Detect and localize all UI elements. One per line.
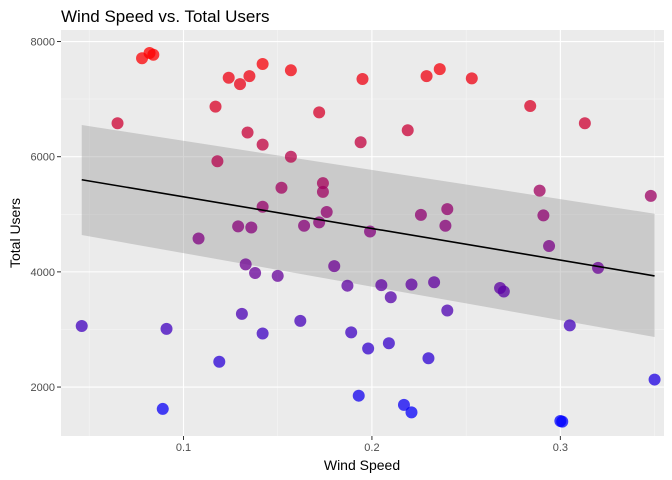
data-point	[211, 155, 224, 168]
data-point	[578, 117, 591, 130]
data-point	[439, 219, 452, 232]
data-point	[356, 72, 369, 85]
data-point	[249, 267, 262, 280]
data-point	[414, 208, 427, 221]
data-point	[192, 232, 205, 245]
data-point	[428, 276, 441, 289]
data-point	[543, 239, 556, 252]
minor-gridlines	[61, 30, 664, 436]
data-point	[316, 185, 329, 198]
data-point	[313, 106, 326, 119]
data-point	[397, 398, 410, 411]
data-point	[384, 291, 397, 304]
data-point	[328, 260, 341, 273]
y-tick-label: 4000	[31, 267, 55, 279]
data-point	[245, 221, 258, 234]
data-point	[563, 319, 576, 332]
x-tick-label: 0.1	[176, 442, 191, 454]
data-point	[147, 48, 160, 61]
y-tick-label: 8000	[31, 37, 55, 49]
x-tick-label: 0.2	[364, 442, 379, 454]
data-point	[401, 124, 414, 137]
data-point	[375, 279, 388, 292]
data-point	[537, 209, 550, 222]
data-point	[284, 64, 297, 77]
x-axis-ticks: 0.1 0.2 0.3	[176, 436, 568, 454]
data-point	[345, 326, 358, 339]
data-point	[243, 70, 256, 83]
data-point	[465, 72, 478, 85]
y-axis-ticks: 2000 4000 6000 8000	[31, 37, 61, 394]
data-point	[405, 278, 418, 291]
data-point	[341, 279, 354, 292]
data-point	[382, 337, 395, 350]
data-point	[275, 181, 288, 194]
data-point	[209, 100, 222, 113]
trend-line	[81, 178, 655, 277]
data-point	[497, 285, 510, 298]
chart-title: Wind Speed vs. Total Users	[61, 7, 270, 26]
data-point	[592, 261, 605, 274]
data-point	[298, 219, 311, 232]
data-point	[422, 352, 435, 365]
data-point	[644, 189, 657, 202]
data-point	[239, 258, 252, 271]
data-point	[222, 71, 235, 84]
y-axis-title: Total Users	[7, 198, 23, 268]
x-tick-label: 0.3	[553, 442, 568, 454]
data-point	[441, 304, 454, 317]
data-point	[648, 373, 661, 386]
data-point	[524, 100, 537, 113]
major-gridlines	[61, 30, 664, 436]
data-point	[241, 126, 254, 139]
data-point	[160, 322, 173, 335]
data-point	[213, 355, 226, 368]
data-point	[354, 136, 367, 149]
data-point	[362, 342, 375, 355]
data-point	[256, 327, 269, 340]
data-point	[256, 57, 269, 70]
data-point	[405, 406, 418, 419]
data-point	[75, 320, 88, 333]
panel-background	[61, 30, 664, 436]
data-point	[234, 78, 247, 91]
data-point	[235, 307, 248, 320]
data-point	[284, 150, 297, 163]
data-point	[111, 117, 124, 130]
data-point	[556, 415, 569, 428]
y-tick-label: 6000	[31, 152, 55, 164]
data-point	[533, 184, 546, 197]
data-point	[232, 220, 245, 233]
data-points	[75, 47, 661, 428]
data-point	[316, 177, 329, 190]
data-point	[433, 63, 446, 76]
data-point	[441, 203, 454, 216]
data-point	[294, 314, 307, 327]
data-point	[320, 205, 333, 218]
data-point	[156, 402, 169, 415]
data-point	[352, 389, 365, 402]
x-axis-title: Wind Speed	[324, 457, 400, 473]
data-point	[420, 70, 433, 83]
data-point	[256, 138, 269, 151]
data-point	[271, 269, 284, 282]
y-tick-label: 2000	[31, 382, 55, 394]
